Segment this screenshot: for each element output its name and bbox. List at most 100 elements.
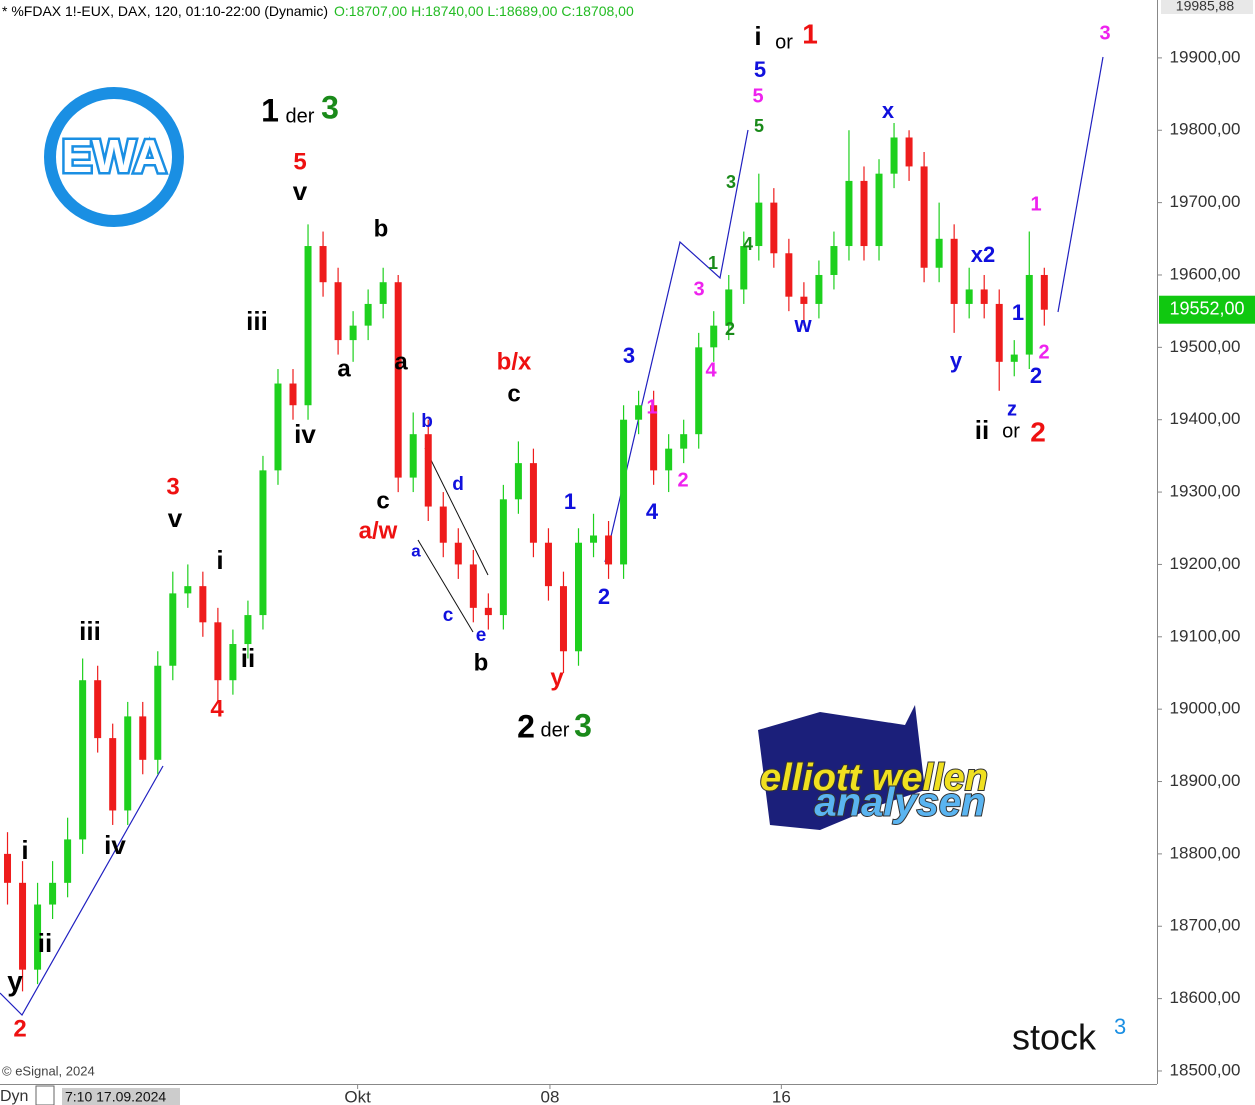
candle-body: [514, 463, 522, 500]
candle-body: [49, 882, 57, 905]
candle-body: [1025, 274, 1033, 355]
candle-body: [1040, 274, 1048, 310]
candle-body: [439, 506, 447, 543]
wave-label: 3: [623, 343, 635, 368]
candle-body: [559, 586, 567, 652]
y-tick-label: 18900,00: [1170, 771, 1241, 790]
y-tick-label: 19600,00: [1170, 264, 1241, 283]
wave-label: 5: [752, 85, 763, 107]
header: * %FDAX 1!-EUX, DAX, 120, 01:10-22:00 (D…: [2, 3, 634, 19]
candle-body: [680, 434, 688, 449]
candle-body: [379, 282, 387, 304]
wave-label: 2: [1030, 363, 1042, 388]
wave-label: v: [293, 176, 308, 206]
candle-body: [4, 853, 12, 883]
wave-label: b/x: [497, 348, 532, 375]
y-tick-label: 19100,00: [1170, 626, 1241, 645]
candle-body: [920, 166, 928, 268]
candle-body: [334, 282, 342, 341]
ewa-logo: EWA: [62, 130, 167, 182]
wave-label: i: [754, 21, 761, 51]
candle-body: [214, 622, 222, 681]
wave-label: d: [452, 474, 464, 495]
wave-label: 1: [1030, 193, 1041, 215]
wave-label: a: [411, 541, 421, 560]
candle-body: [109, 738, 117, 811]
candle-body: [725, 289, 733, 326]
candle-body: [364, 303, 372, 326]
wave-label: y: [550, 664, 564, 691]
candle-body: [469, 564, 477, 608]
wave-label: 2: [1038, 341, 1049, 363]
ohlc: O:18707,00 H:18740,00 L:18689,00 C:18708…: [334, 3, 634, 19]
candle-body: [394, 282, 402, 478]
candle-body: [605, 535, 613, 565]
wave-label: iii: [79, 616, 101, 646]
wave-label: or: [775, 31, 793, 53]
last-price-label: 19552,00: [1169, 298, 1244, 318]
y-tick-label: 18700,00: [1170, 916, 1241, 935]
candle-body: [349, 325, 357, 341]
wave-label: e: [476, 625, 487, 646]
candle-body: [34, 904, 42, 970]
lock-icon: [35, 1085, 55, 1105]
candle-body: [79, 680, 87, 840]
candle-body: [139, 716, 147, 760]
wave-label: iii: [246, 306, 268, 336]
candle-body: [259, 470, 267, 616]
wave-label: z: [1007, 398, 1017, 420]
wave-label: c: [443, 605, 454, 626]
candle-body: [695, 347, 703, 435]
wave-label: 1: [261, 92, 279, 128]
triangle-line: [417, 539, 474, 633]
candle-body: [424, 434, 432, 507]
candle-body: [94, 680, 102, 739]
candle-body: [620, 419, 628, 565]
candle-body: [995, 303, 1003, 362]
candle-body: [154, 665, 162, 760]
wave-label: 4: [743, 234, 753, 254]
wave-lines: [0, 56, 1104, 1016]
wave-label: v: [168, 503, 183, 533]
candle-body: [124, 716, 132, 811]
candle-body: [274, 383, 282, 471]
wave-label: ii: [975, 415, 989, 445]
top-label-box: [1161, 0, 1253, 14]
stock-logo-sup: 3: [1114, 1014, 1126, 1039]
wave-label: ii: [241, 643, 255, 673]
wave-label: 1: [1012, 300, 1024, 325]
wave-label: 4: [646, 499, 659, 524]
wave-label: 4: [210, 695, 224, 722]
wave-label: 1: [708, 253, 718, 273]
candle-body: [409, 434, 417, 478]
wave-label: 1: [802, 18, 818, 49]
x-tick-label: Okt: [344, 1087, 371, 1105]
wave-label: 3: [321, 89, 339, 125]
wave-label: 5: [754, 57, 766, 82]
triangle-line: [424, 447, 489, 576]
wave-label: b: [421, 411, 433, 432]
flag: [758, 705, 925, 830]
candle-body: [815, 274, 823, 304]
candle-body: [890, 137, 898, 174]
wave-label: 3: [1099, 22, 1110, 44]
candle-body: [860, 180, 868, 247]
ew-logo-line1: elliott wellen: [760, 757, 988, 799]
trend-line: [1057, 56, 1104, 313]
wave-label: 2: [725, 319, 735, 339]
trend-line: [604, 129, 749, 563]
triangle-lines: [417, 447, 489, 633]
candle-body: [830, 246, 838, 275]
wave-label: 3: [693, 278, 704, 300]
candle-body: [199, 586, 207, 623]
wave-label: 5: [754, 116, 764, 136]
top-label: 19985,88: [1176, 0, 1235, 14]
candle-body: [64, 839, 72, 883]
candle-body: [484, 607, 492, 616]
wave-label: 3: [574, 707, 592, 743]
stock-logo: stock: [1012, 1017, 1097, 1058]
wave-label: 2: [598, 584, 610, 609]
candle-body: [289, 383, 297, 406]
candle-body: [244, 615, 252, 645]
